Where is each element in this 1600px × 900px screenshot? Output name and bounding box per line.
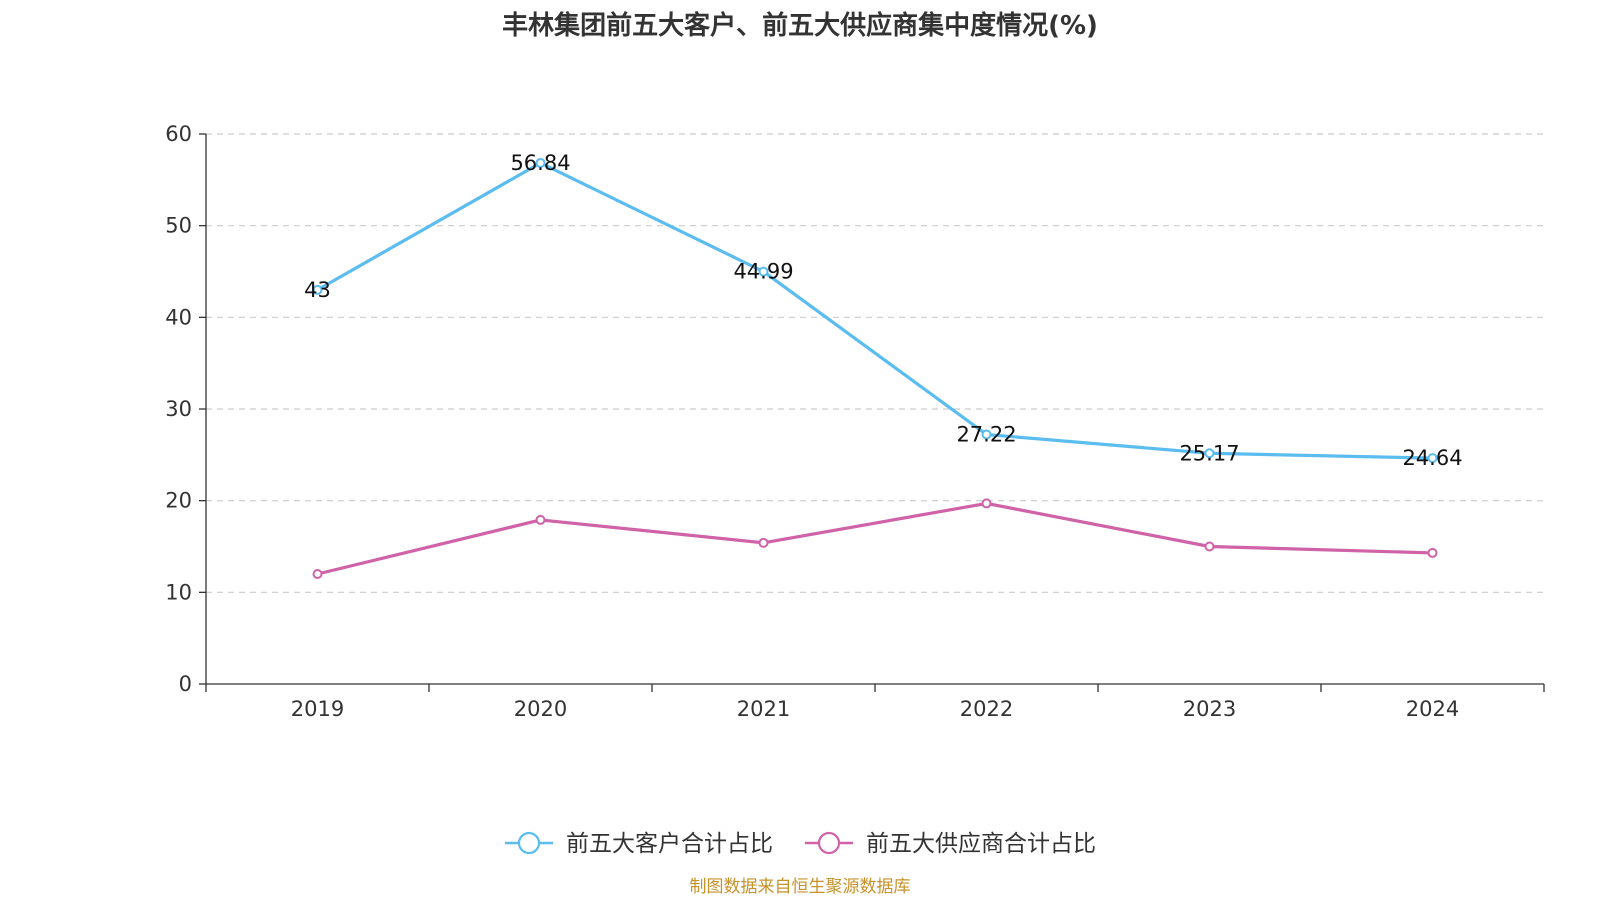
y-tick-label: 40 [165, 305, 192, 329]
y-tick-label: 50 [165, 214, 192, 238]
data-point [981, 429, 992, 440]
data-point [535, 514, 546, 525]
x-tick-label: 2020 [514, 697, 567, 721]
data-label: 24.64 [1402, 446, 1462, 470]
data-point [758, 537, 769, 548]
x-tick-label: 2022 [960, 697, 1013, 721]
data-points [312, 157, 1438, 579]
data-point [1427, 547, 1438, 558]
data-point [1204, 448, 1215, 459]
legend: 前五大客户合计占比 前五大供应商合计占比 [505, 831, 1096, 857]
chart-title: 丰林集团前五大客户、前五大供应商集中度情况(%) [502, 10, 1098, 41]
data-label: 56.84 [510, 151, 570, 175]
grid-lines [206, 133, 1544, 593]
data-point [758, 266, 769, 277]
x-tick-label: 2019 [291, 697, 344, 721]
legend-label: 前五大供应商合计占比 [866, 831, 1096, 857]
data-point [1427, 453, 1438, 464]
data-point [312, 569, 323, 579]
data-label: 27.22 [956, 422, 1016, 446]
y-tick-label: 20 [165, 489, 192, 513]
legend-label: 前五大客户合计占比 [566, 831, 773, 857]
y-tick-label: 10 [165, 580, 192, 604]
legend-circle-icon [817, 831, 841, 855]
y-tick-label: 0 [179, 672, 192, 696]
y-tick-label: 30 [165, 397, 192, 421]
legend-item-1[interactable]: 前五大客户合计占比 [505, 831, 773, 857]
legend-circle-icon [517, 831, 541, 855]
series-lines [315, 161, 1435, 576]
data-point [1204, 541, 1215, 552]
x-tick-label: 2023 [1183, 697, 1236, 721]
data-label: 25.17 [1179, 441, 1239, 465]
x-tick-label: 2021 [737, 697, 790, 721]
data-point [535, 157, 546, 168]
y-tick-label: 60 [165, 122, 192, 146]
legend-item-2[interactable]: 前五大供应商合计占比 [805, 831, 1096, 857]
axes: 0 10 20 30 40 50 60 2019 2020 2021 2022 2023 2024 [165, 122, 1545, 721]
data-point [981, 498, 992, 509]
data-source-note: 制图数据来自恒生聚源数据库 [690, 877, 911, 897]
data-label: 44.99 [733, 260, 793, 284]
series-line-1 [315, 161, 1435, 460]
x-tick-label: 2024 [1406, 697, 1459, 721]
data-label: 43 [304, 278, 331, 302]
data-point [312, 284, 323, 295]
data-labels: 43 56.84 44.99 27.22 25.17 24.64 [304, 151, 1462, 470]
series-line-2 [315, 501, 1435, 576]
